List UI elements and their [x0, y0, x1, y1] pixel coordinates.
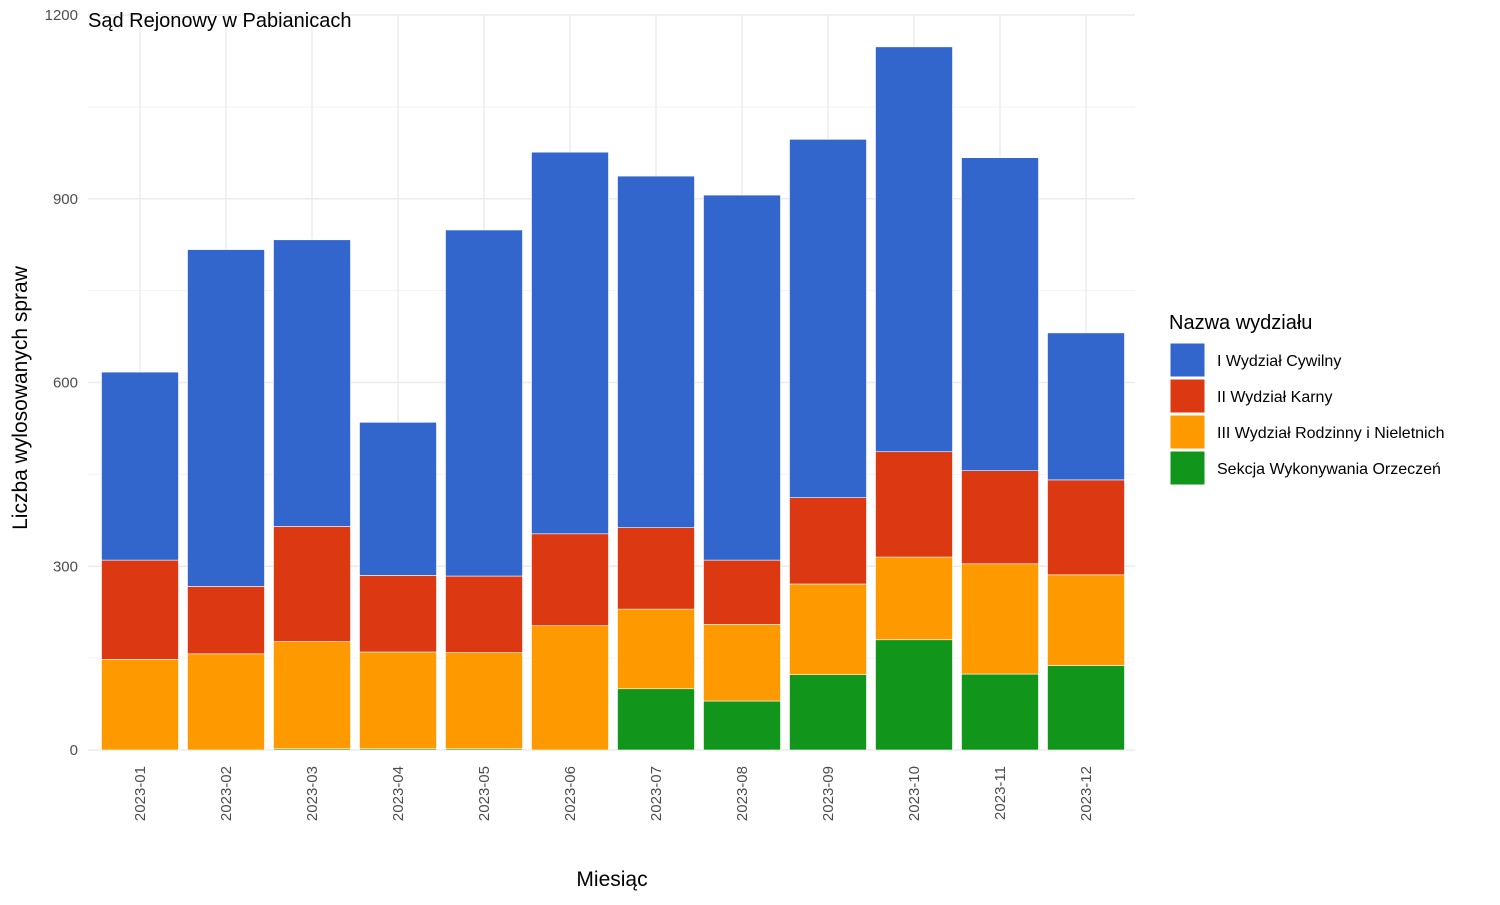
- bar-segment: [961, 157, 1039, 471]
- y-tick-label: 900: [53, 191, 78, 208]
- bar-segment: [617, 608, 695, 690]
- bar-segment: [703, 700, 781, 751]
- bar-segment: [789, 583, 867, 675]
- bar-segment: [187, 586, 265, 655]
- bar-segment: [531, 625, 609, 751]
- bar-segment: [703, 194, 781, 561]
- bar-segment: [789, 674, 867, 751]
- bar-segment: [1047, 332, 1125, 481]
- x-tick-label: 2023-02: [218, 766, 235, 821]
- bar-segment: [101, 659, 179, 751]
- bar-segment: [273, 526, 351, 642]
- x-tick-label: 2023-06: [562, 766, 579, 821]
- bar-segment: [875, 639, 953, 751]
- bar-segment: [1047, 479, 1125, 576]
- x-tick-label: 2023-04: [390, 766, 407, 821]
- x-tick-label: 2023-03: [304, 766, 321, 821]
- x-axis-title: Miesiąc: [576, 868, 647, 891]
- bar-segment: [617, 175, 695, 528]
- y-tick-label: 600: [53, 375, 78, 392]
- bar-segment: [187, 249, 265, 587]
- x-tick-label: 2023-11: [992, 766, 1009, 820]
- bar-segment: [359, 651, 437, 750]
- bar-segment: [617, 527, 695, 610]
- bar-segment: [703, 559, 781, 625]
- bar-segment: [445, 575, 523, 653]
- bar-segment: [359, 422, 437, 576]
- bar-segment: [359, 575, 437, 653]
- bar-segment: [445, 652, 523, 750]
- y-axis-title: Liczba wylosowanych spraw: [9, 265, 32, 530]
- x-axis-ticks: 2023-01 2023-02 2023-03 2023-04 2023-05 2023-…: [132, 766, 1095, 821]
- x-tick-label: 2023-09: [820, 766, 837, 821]
- bar-segment: [531, 151, 609, 535]
- bar-segment: [531, 533, 609, 626]
- y-tick-label: 1200: [45, 7, 78, 24]
- legend-label: Sekcja Wykonywania Orzeczeń: [1217, 461, 1441, 478]
- x-tick-label: 2023-01: [132, 766, 149, 821]
- x-tick-label: 2023-08: [734, 766, 751, 821]
- x-tick-label: 2023-12: [1078, 766, 1095, 821]
- bar-segment: [101, 371, 179, 561]
- bar-segment: [187, 653, 265, 751]
- bar-segment: [875, 46, 953, 453]
- bar-segment: [1047, 665, 1125, 751]
- bar-segment: [445, 229, 523, 577]
- legend-key: [1169, 414, 1206, 450]
- bar-segment: [1047, 574, 1125, 666]
- x-tick-label: 2023-07: [648, 766, 665, 821]
- bar-segment: [789, 139, 867, 498]
- legend-key: [1169, 378, 1206, 414]
- y-axis-ticks: 0 300 600 900 1200: [45, 7, 78, 759]
- legend-label: I Wydział Cywilny: [1217, 353, 1341, 370]
- bars: [101, 46, 1125, 751]
- x-tick-label: 2023-10: [906, 766, 923, 821]
- bar-segment: [961, 673, 1039, 751]
- bar-segment: [273, 239, 351, 527]
- legend-key: [1169, 450, 1206, 486]
- chart-title: Sąd Rejonowy w Pabianicach: [88, 10, 352, 32]
- legend-label: III Wydział Rodzinny i Nieletnich: [1217, 425, 1445, 442]
- bar-segment: [703, 624, 781, 702]
- bar-segment: [875, 451, 953, 558]
- legend-label: II Wydział Karny: [1217, 389, 1332, 406]
- bar-segment: [101, 559, 179, 660]
- y-tick-label: 300: [53, 558, 78, 575]
- bar-segment: [961, 563, 1039, 675]
- bar-segment: [961, 470, 1039, 565]
- legend-key: [1169, 342, 1206, 378]
- legend-title: Nazwa wydziału: [1169, 312, 1312, 334]
- bar-segment: [789, 497, 867, 585]
- bar-segment: [273, 641, 351, 750]
- legend: Nazwa wydziału I Wydział Cywilny II Wydzi…: [1169, 312, 1445, 486]
- bar-segment: [617, 688, 695, 751]
- bar-segment: [875, 556, 953, 641]
- y-tick-label: 0: [70, 742, 78, 759]
- x-tick-label: 2023-05: [476, 766, 493, 821]
